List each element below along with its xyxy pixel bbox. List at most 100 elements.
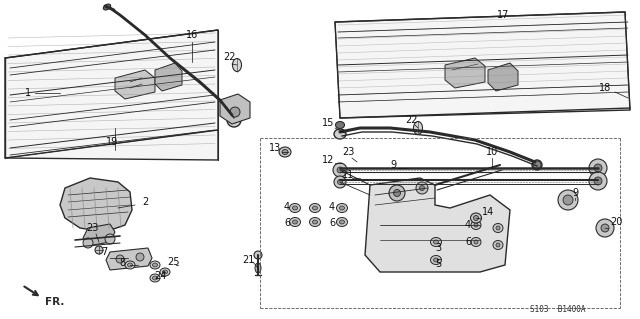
Polygon shape bbox=[5, 30, 218, 160]
Text: 24: 24 bbox=[154, 271, 166, 281]
Text: 19: 19 bbox=[106, 137, 118, 147]
Ellipse shape bbox=[474, 240, 478, 244]
Circle shape bbox=[594, 164, 602, 172]
Circle shape bbox=[601, 224, 609, 232]
Ellipse shape bbox=[152, 276, 157, 280]
Ellipse shape bbox=[493, 241, 503, 249]
Text: 9: 9 bbox=[390, 160, 396, 170]
Circle shape bbox=[394, 189, 401, 197]
Ellipse shape bbox=[337, 218, 348, 226]
Ellipse shape bbox=[125, 261, 135, 269]
Polygon shape bbox=[106, 248, 152, 270]
Ellipse shape bbox=[339, 206, 344, 210]
Text: 4: 4 bbox=[329, 202, 335, 212]
Ellipse shape bbox=[413, 122, 422, 135]
Circle shape bbox=[230, 107, 240, 117]
Ellipse shape bbox=[312, 220, 317, 224]
Ellipse shape bbox=[433, 240, 438, 244]
Text: 17: 17 bbox=[497, 10, 509, 20]
Text: 22: 22 bbox=[406, 115, 419, 125]
Text: 6: 6 bbox=[284, 218, 290, 228]
Text: 4: 4 bbox=[284, 202, 290, 212]
Ellipse shape bbox=[532, 160, 542, 170]
Ellipse shape bbox=[292, 220, 298, 224]
Ellipse shape bbox=[150, 261, 160, 269]
Text: 23: 23 bbox=[86, 223, 98, 233]
Ellipse shape bbox=[496, 226, 500, 230]
Circle shape bbox=[231, 117, 237, 123]
Text: 5: 5 bbox=[435, 259, 441, 269]
Ellipse shape bbox=[255, 263, 261, 273]
Circle shape bbox=[558, 190, 578, 210]
Ellipse shape bbox=[433, 258, 438, 262]
Ellipse shape bbox=[163, 270, 168, 274]
Text: 10: 10 bbox=[486, 147, 498, 157]
Ellipse shape bbox=[496, 243, 500, 247]
Circle shape bbox=[596, 219, 614, 237]
Ellipse shape bbox=[312, 206, 317, 210]
Text: 14: 14 bbox=[482, 207, 494, 217]
Circle shape bbox=[594, 177, 602, 185]
Ellipse shape bbox=[339, 220, 344, 224]
Circle shape bbox=[333, 163, 347, 177]
Polygon shape bbox=[115, 70, 155, 99]
Ellipse shape bbox=[289, 218, 301, 226]
Ellipse shape bbox=[103, 4, 111, 10]
Ellipse shape bbox=[431, 238, 442, 247]
Ellipse shape bbox=[152, 263, 157, 267]
Polygon shape bbox=[60, 178, 132, 232]
Ellipse shape bbox=[289, 204, 301, 212]
Ellipse shape bbox=[254, 251, 262, 259]
Polygon shape bbox=[335, 12, 630, 118]
Ellipse shape bbox=[474, 223, 478, 227]
Circle shape bbox=[419, 186, 424, 190]
Text: 12: 12 bbox=[322, 155, 334, 165]
Circle shape bbox=[136, 253, 144, 261]
Text: S103  B1400A: S103 B1400A bbox=[530, 305, 586, 314]
Circle shape bbox=[334, 176, 346, 188]
Text: 18: 18 bbox=[599, 83, 611, 93]
Text: 21: 21 bbox=[242, 255, 254, 265]
Text: 13: 13 bbox=[269, 143, 281, 153]
Polygon shape bbox=[83, 224, 115, 246]
Ellipse shape bbox=[310, 218, 321, 226]
Ellipse shape bbox=[310, 204, 321, 212]
Circle shape bbox=[563, 195, 573, 205]
Text: 9: 9 bbox=[572, 188, 578, 198]
Circle shape bbox=[389, 185, 405, 201]
Circle shape bbox=[416, 182, 428, 194]
Circle shape bbox=[227, 113, 241, 127]
Text: 15: 15 bbox=[322, 118, 334, 128]
Circle shape bbox=[116, 255, 124, 263]
Text: 6: 6 bbox=[465, 237, 471, 247]
Circle shape bbox=[589, 172, 607, 190]
Ellipse shape bbox=[282, 150, 288, 154]
Ellipse shape bbox=[292, 206, 298, 210]
Polygon shape bbox=[155, 63, 182, 91]
Circle shape bbox=[337, 180, 342, 184]
Text: 7: 7 bbox=[101, 247, 107, 257]
Ellipse shape bbox=[335, 122, 344, 129]
Ellipse shape bbox=[471, 238, 481, 247]
Ellipse shape bbox=[493, 224, 503, 233]
Text: 4: 4 bbox=[465, 220, 471, 230]
Text: 2: 2 bbox=[142, 197, 148, 207]
Circle shape bbox=[533, 161, 541, 169]
Ellipse shape bbox=[337, 204, 348, 212]
Text: 20: 20 bbox=[610, 217, 622, 227]
Text: 22: 22 bbox=[224, 52, 236, 62]
Ellipse shape bbox=[334, 129, 346, 139]
Circle shape bbox=[105, 234, 115, 244]
Text: 16: 16 bbox=[186, 30, 198, 40]
Circle shape bbox=[337, 167, 343, 173]
Circle shape bbox=[589, 159, 607, 177]
Polygon shape bbox=[365, 178, 510, 272]
Text: 8: 8 bbox=[119, 258, 125, 268]
Text: 23: 23 bbox=[342, 147, 354, 157]
Text: 1: 1 bbox=[25, 88, 31, 98]
Ellipse shape bbox=[232, 58, 241, 71]
Ellipse shape bbox=[474, 216, 479, 220]
Text: 11: 11 bbox=[342, 170, 354, 180]
Polygon shape bbox=[445, 58, 485, 88]
Text: 6: 6 bbox=[329, 218, 335, 228]
